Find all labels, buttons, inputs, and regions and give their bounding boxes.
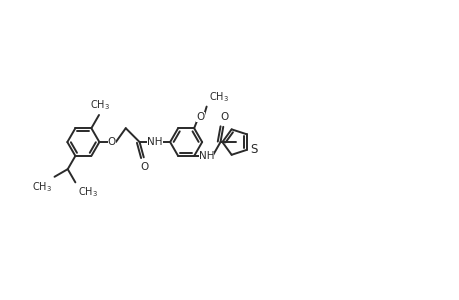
Text: CH$_3$: CH$_3$ <box>32 180 51 194</box>
Text: CH$_3$: CH$_3$ <box>90 98 110 112</box>
Text: CH$_3$: CH$_3$ <box>208 90 228 104</box>
Text: NH: NH <box>147 137 162 147</box>
Text: CH$_3$: CH$_3$ <box>78 185 98 199</box>
Text: NH: NH <box>198 151 214 161</box>
Text: O: O <box>196 112 204 122</box>
Text: O: O <box>220 112 228 122</box>
Text: O: O <box>107 137 116 147</box>
Text: S: S <box>250 143 257 156</box>
Text: O: O <box>140 162 149 172</box>
